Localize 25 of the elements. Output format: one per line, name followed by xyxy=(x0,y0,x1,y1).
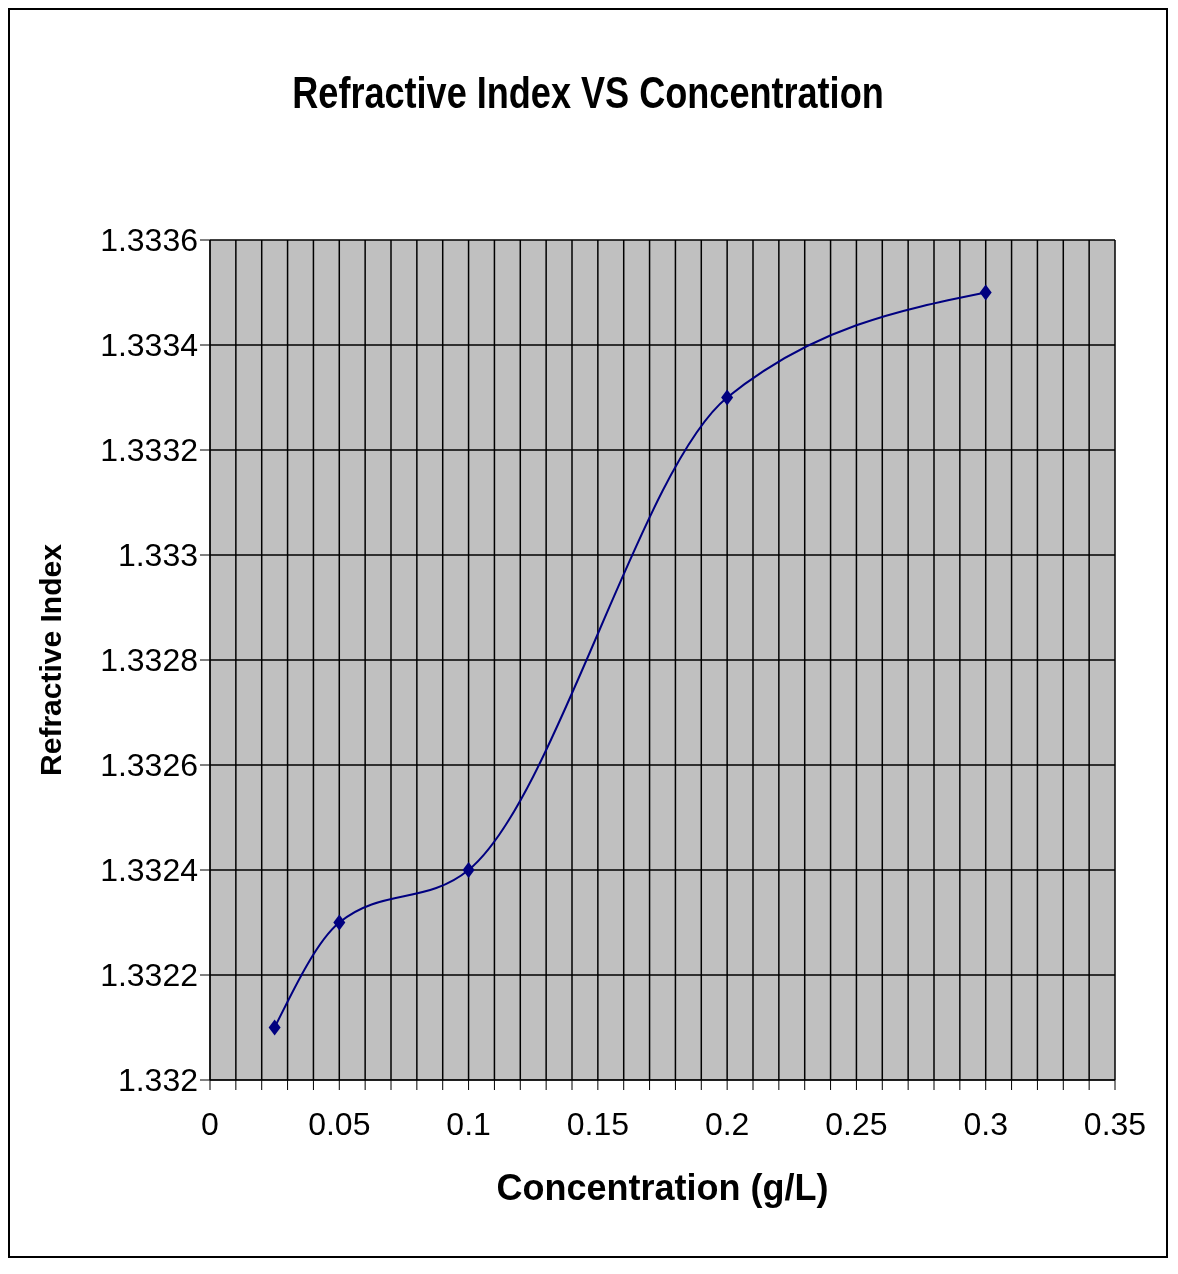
chart-title: Refractive Index VS Concentration xyxy=(291,68,885,118)
y-tick-label: 1.3336 xyxy=(100,222,198,259)
x-tick-label: 0.2 xyxy=(704,1105,750,1142)
x-tick-label: 0 xyxy=(201,1105,219,1142)
y-tick-label: 1.3326 xyxy=(100,747,198,784)
y-tick-label: 1.3322 xyxy=(100,957,198,994)
y-tick-label: 1.3334 xyxy=(100,327,198,364)
point xyxy=(721,389,734,406)
x-tick-label: 0.05 xyxy=(308,1105,371,1142)
x-tick-label: 0.35 xyxy=(1083,1105,1147,1142)
x-tick-label: 0.1 xyxy=(446,1105,491,1142)
point xyxy=(462,862,475,878)
y-tick-label: 1.3332 xyxy=(100,432,198,469)
x-tick-label: 0.25 xyxy=(825,1105,888,1142)
y-axis-title: Refractive Index xyxy=(33,543,67,776)
y-tick-label: 1.3328 xyxy=(100,642,198,679)
x-tick-label: 0.3 xyxy=(963,1105,1008,1142)
x-tick-label: 0.15 xyxy=(566,1105,629,1142)
y-tick-label: 1.332 xyxy=(117,1062,198,1099)
x-axis-title: Concentration (g/L) xyxy=(496,1167,829,1208)
point xyxy=(333,914,346,931)
y-tick-label: 1.3324 xyxy=(100,852,198,889)
point xyxy=(268,1019,281,1036)
point xyxy=(979,284,992,301)
y-tick-label: 1.333 xyxy=(117,537,198,574)
